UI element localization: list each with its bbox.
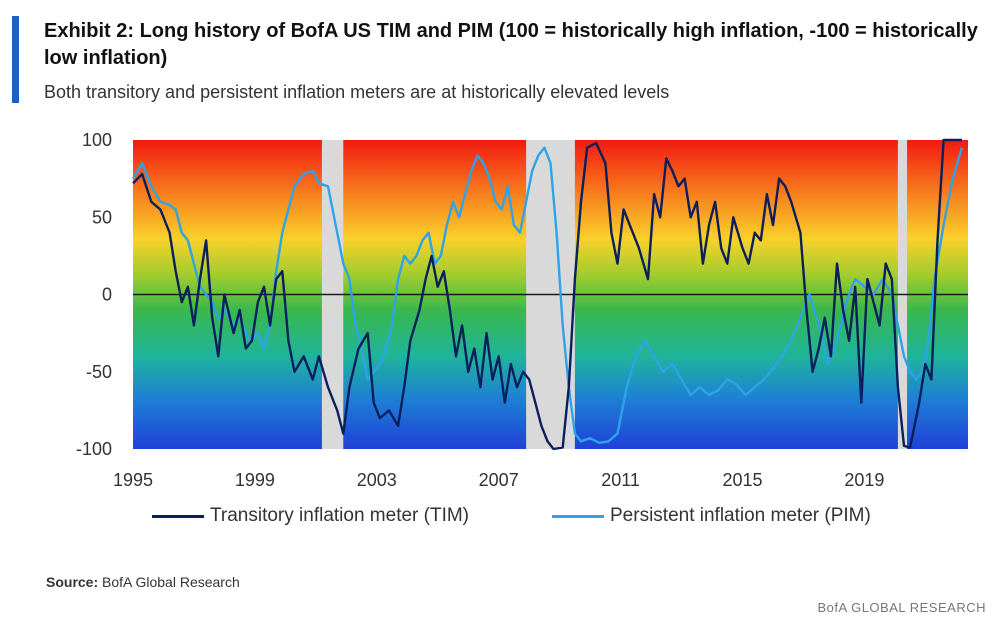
series-line-tim <box>132 138 962 451</box>
x-tick-label: 2015 <box>722 470 762 490</box>
series-line-pim <box>131 146 964 444</box>
x-tick-label: 2011 <box>601 470 640 490</box>
y-tick-label: -100 <box>76 439 112 459</box>
x-tick-label: 2019 <box>844 470 884 490</box>
x-tick-label: 1995 <box>113 470 153 490</box>
source-label: Source: <box>46 574 99 590</box>
y-tick-label: -50 <box>86 362 112 382</box>
chart-title: Exhibit 2: Long history of BofA US TIM a… <box>44 20 978 69</box>
x-tick-label: 1999 <box>235 470 275 490</box>
source-note: Source: BofA Global Research <box>46 574 240 590</box>
source-text: BofA Global Research <box>102 574 240 590</box>
x-tick-label: 2007 <box>479 470 519 490</box>
legend-label-tim: Transitory inflation meter (TIM) <box>210 505 470 526</box>
y-tick-label: 50 <box>92 207 112 227</box>
legend-label-pim: Persistent inflation meter (PIM) <box>610 505 871 526</box>
legend-swatch-tim <box>152 514 204 518</box>
title-accent-bar <box>12 16 19 103</box>
legend-swatch-pim <box>552 514 604 518</box>
legend-item-tim: Transitory inflation meter (TIM) <box>152 505 469 527</box>
x-tick-label: 2003 <box>357 470 397 490</box>
y-tick-label: 0 <box>102 285 112 305</box>
chart-subtitle: Both transitory and persistent inflation… <box>44 82 670 102</box>
legend-item-pim: Persistent inflation meter (PIM) <box>552 505 871 527</box>
chart: 100 50 0 -50 -100 1995 1999 2003 2007 2011 2015 20… <box>76 130 968 490</box>
brand-watermark: BofA GLOBAL RESEARCH <box>817 600 986 615</box>
y-tick-label: 100 <box>82 130 112 150</box>
